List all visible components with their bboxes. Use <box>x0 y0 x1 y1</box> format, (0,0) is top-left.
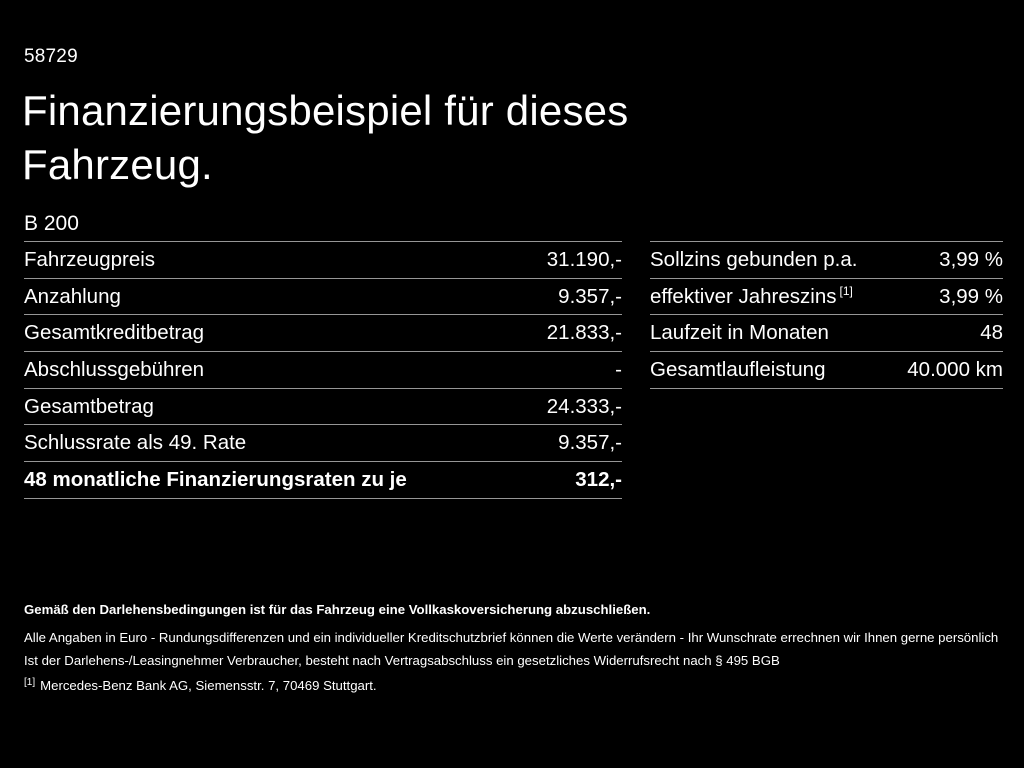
table-row: Gesamtbetrag 24.333,- <box>24 389 622 426</box>
vehicle-id: 58729 <box>24 46 78 67</box>
row-label: Laufzeit in Monaten <box>650 321 829 345</box>
footer-footnote: [1] Mercedes-Benz Bank AG, Siemensstr. 7,… <box>24 674 1002 697</box>
finance-table-right: Sollzins gebunden p.a. 3,99 % effektiver… <box>650 241 1003 389</box>
row-value: 3,99 % <box>939 284 1003 308</box>
table-row: Anzahlung 9.357,- <box>24 279 622 316</box>
row-value: 31.190,- <box>546 247 622 271</box>
row-label: Sollzins gebunden p.a. <box>650 247 858 271</box>
table-row: Laufzeit in Monaten 48 <box>650 315 1003 353</box>
row-value: 9.357,- <box>558 431 622 455</box>
row-value: 24.333,- <box>546 394 622 418</box>
table-row: Gesamtkreditbetrag 21.833,- <box>24 315 622 353</box>
table-row: Gesamtlaufleistung 40.000 km <box>650 352 1003 389</box>
row-label: Abschlussgebühren <box>24 357 205 381</box>
table-row-monthly-rate: 48 monatliche Finanzierungsraten zu je 3… <box>24 462 622 499</box>
table-row: Abschlussgebühren - <box>24 352 622 389</box>
row-value: 21.833,- <box>546 321 622 345</box>
row-label: Gesamtkreditbetrag <box>24 321 205 345</box>
legal-footer: Gemäß den Darlehensbedingungen ist für d… <box>24 598 1002 697</box>
row-label: Gesamtbetrag <box>24 394 154 418</box>
page-title-line2: Fahrzeug. <box>22 141 213 188</box>
footer-disclaimer-2: Ist der Darlehens-/Leasingnehmer Verbrau… <box>24 653 780 668</box>
model-name: B 200 <box>24 212 79 235</box>
row-value: 9.357,- <box>558 284 622 308</box>
footnote-reference: [1] <box>839 283 853 298</box>
row-value: 312,- <box>575 467 622 491</box>
row-label: Anzahlung <box>24 284 121 308</box>
row-label: effektiver Jahreszins [1] <box>650 283 853 308</box>
row-label: 48 monatliche Finanzierungsraten zu je <box>24 467 407 491</box>
page-title: Finanzierungsbeispiel für dieses Fahrzeu… <box>22 84 628 192</box>
row-value: 3,99 % <box>939 247 1003 271</box>
footnote-marker: [1] <box>24 676 36 688</box>
finance-table-left: Fahrzeugpreis 31.190,- Anzahlung 9.357,-… <box>24 241 622 499</box>
row-value: - <box>615 357 622 381</box>
footer-insurance-note: Gemäß den Darlehensbedingungen ist für d… <box>24 602 651 617</box>
row-value: 40.000 km <box>907 357 1003 381</box>
table-row: Fahrzeugpreis 31.190,- <box>24 242 622 279</box>
table-row: Schlussrate als 49. Rate 9.357,- <box>24 425 622 463</box>
row-label: Fahrzeugpreis <box>24 247 156 271</box>
row-value: 48 <box>980 321 1003 345</box>
page-title-line1: Finanzierungsbeispiel für dieses <box>22 87 629 134</box>
table-row: Sollzins gebunden p.a. 3,99 % <box>650 242 1003 279</box>
footnote-text: Mercedes-Benz Bank AG, Siemensstr. 7, 70… <box>40 678 377 693</box>
row-label: Gesamtlaufleistung <box>650 357 826 381</box>
table-row: effektiver Jahreszins [1] 3,99 % <box>650 279 1003 316</box>
row-label: Schlussrate als 49. Rate <box>24 431 247 455</box>
footer-disclaimer-1: Alle Angaben in Euro - Rundungsdifferenz… <box>24 630 999 645</box>
